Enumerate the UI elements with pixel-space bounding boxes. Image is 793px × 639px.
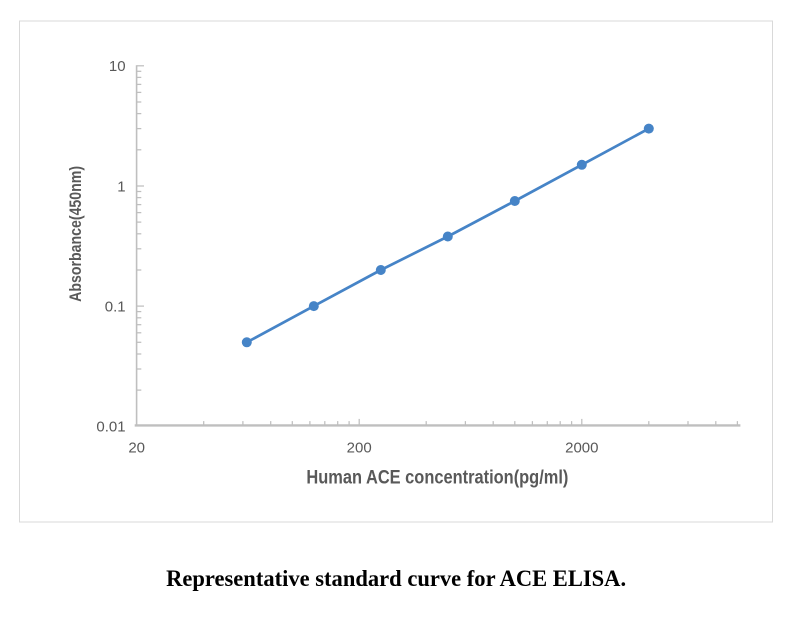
svg-text:Representative standard curve: Representative standard curve for ACE EL… — [166, 566, 626, 591]
svg-text:10: 10 — [109, 58, 126, 75]
svg-text:200: 200 — [347, 440, 372, 457]
svg-text:20: 20 — [128, 440, 145, 457]
svg-text:2000: 2000 — [565, 440, 598, 457]
svg-text:Absorbance(450nm): Absorbance(450nm) — [66, 166, 85, 302]
svg-text:0.1: 0.1 — [105, 299, 126, 316]
svg-text:Human ACE concentration(pg/ml): Human ACE concentration(pg/ml) — [306, 467, 568, 488]
svg-text:1: 1 — [117, 178, 125, 195]
svg-text:0.01: 0.01 — [96, 419, 125, 436]
